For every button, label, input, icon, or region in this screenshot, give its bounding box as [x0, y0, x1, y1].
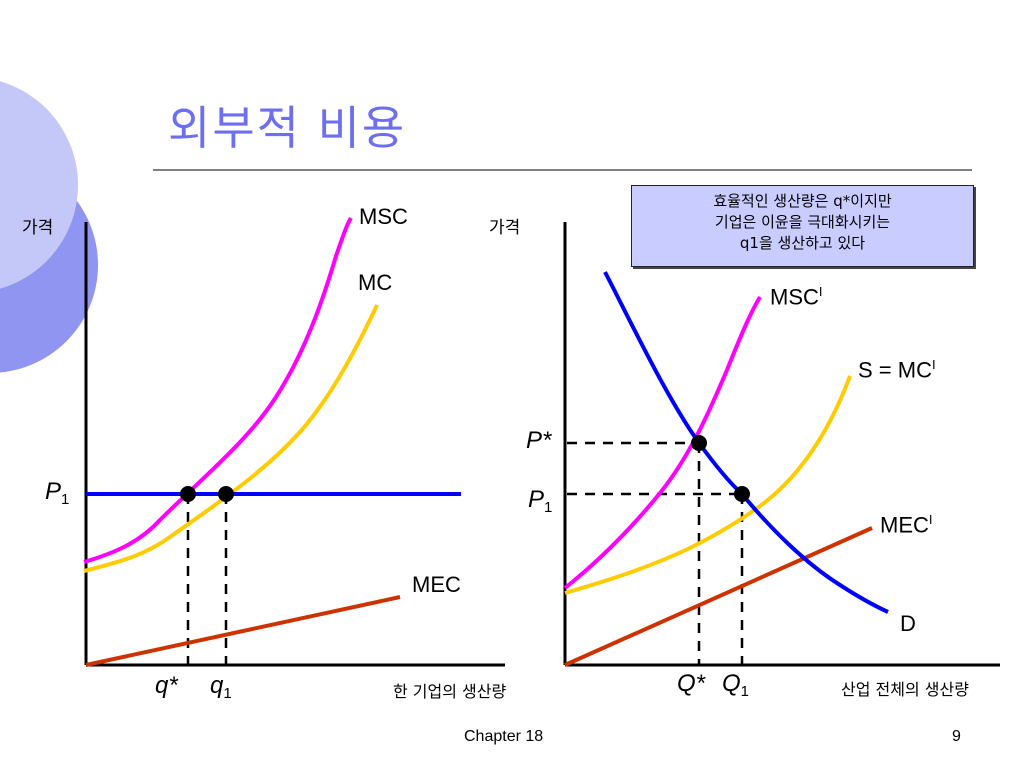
left-point-q1 — [218, 486, 234, 502]
note-line: 효율적인 생산량은 q*이지만 — [713, 192, 892, 210]
page-number: 9 — [952, 728, 961, 745]
right-qstar-label: Q* — [677, 670, 706, 697]
footer-chapter: Chapter 18 — [464, 728, 544, 745]
right-point-pstar — [691, 435, 707, 451]
right-msc-label: MSCI — [770, 284, 823, 310]
right-point-p1 — [734, 486, 750, 502]
decor-circle-front — [0, 81, 78, 289]
left-mec-curve — [85, 595, 401, 667]
left-msc-curve — [83, 216, 353, 564]
right-mec-label: MECI — [880, 512, 933, 538]
note-box: 효율적인 생산량은 q*이지만 기업은 이윤을 극대화시키는 q1을 생산하고 … — [631, 185, 974, 267]
slide-title: 외부적 비용 — [168, 101, 407, 155]
left-q1-label: q1 — [210, 672, 232, 702]
right-y-axis-label: 가격 — [489, 218, 521, 238]
left-x-axis-label: 한 기업의 생산량 — [393, 682, 507, 701]
right-supply-curve — [564, 375, 852, 595]
left-qstar-label: q* — [155, 672, 178, 699]
left-price-label: P1 — [45, 478, 70, 508]
right-pstar-label: P* — [526, 427, 552, 454]
left-y-axis-label: 가격 — [22, 218, 54, 238]
left-msc-label: MSC — [359, 204, 408, 229]
right-supply-label: S = MCI — [858, 357, 936, 383]
right-demand-label: D — [900, 611, 916, 636]
note-line: 기업은 이윤을 극대화시키는 — [714, 213, 891, 231]
right-mec-curve — [564, 526, 873, 667]
right-x-axis-label: 산업 전체의 생산량 — [841, 680, 969, 699]
left-mec-label: MEC — [412, 572, 461, 597]
right-p1-label: P1 — [528, 486, 553, 516]
left-mc-curve — [83, 304, 379, 573]
left-point-qstar — [180, 486, 196, 502]
right-q1-label: Q1 — [722, 670, 750, 700]
note-line: q1을 생산하고 있다 — [739, 234, 866, 252]
right-msc-curve — [563, 295, 762, 590]
left-mc-label: MC — [358, 270, 393, 295]
